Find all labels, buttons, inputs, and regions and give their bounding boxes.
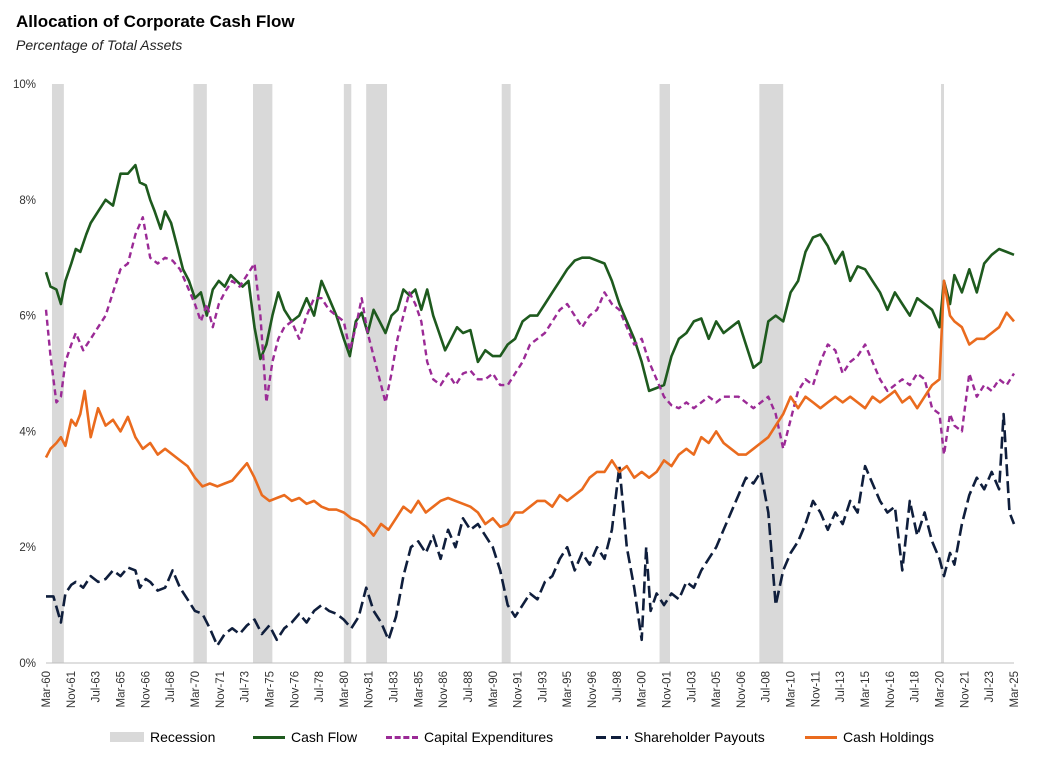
- recession-band-4: [366, 84, 388, 663]
- y-tick-label: 2%: [19, 542, 36, 554]
- x-tick-label: Nov-91: [513, 671, 525, 708]
- x-tick-label: Jul-73: [240, 671, 252, 702]
- x-tick-label: Nov-81: [364, 671, 376, 708]
- legend-item-shareholder-payouts: Shareholder Payouts: [596, 726, 765, 748]
- x-tick-label: Jul-18: [910, 671, 922, 702]
- series-line-shareholder-payouts: [46, 412, 1016, 647]
- legend-item-cash-flow: Cash Flow: [253, 726, 357, 748]
- x-tick-label: Mar-10: [786, 671, 798, 707]
- series-line-cash-holdings: [44, 279, 1015, 537]
- x-tick-label: Mar-75: [264, 671, 276, 707]
- x-tick-label: Mar-25: [1009, 671, 1021, 707]
- x-tick-label: Jul-08: [761, 671, 773, 702]
- x-tick-label: Nov-66: [140, 671, 152, 708]
- x-tick-label: Jul-68: [165, 671, 177, 702]
- y-tick-label: 10%: [13, 79, 36, 91]
- y-tick-label: 6%: [19, 311, 36, 323]
- legend-label-capital-expenditures: Capital Expenditures: [424, 729, 554, 745]
- legend-swatch-recession: [110, 732, 144, 742]
- recession-band-0: [51, 84, 64, 663]
- recession-band-6: [659, 84, 670, 663]
- x-tick-label: Nov-16: [885, 671, 897, 708]
- recession-band-5: [501, 84, 511, 663]
- legend-swatch-capital-expenditures: [386, 735, 418, 739]
- y-tick-label: 4%: [19, 426, 36, 438]
- legend-label-cash-flow: Cash Flow: [291, 729, 358, 745]
- x-tick-label: Jul-98: [612, 671, 624, 702]
- x-tick-label: Nov-21: [959, 671, 971, 708]
- recession-band-7: [759, 84, 784, 663]
- chart-title: Allocation of Corporate Cash Flow: [16, 12, 295, 31]
- x-tick-label: Nov-01: [662, 671, 674, 708]
- x-tick-label: Jul-83: [388, 671, 400, 702]
- series-line-cash-flow: [44, 163, 1015, 393]
- series-line-capital-expenditures: [44, 216, 1016, 456]
- x-tick-label: Mar-90: [488, 671, 500, 707]
- recession-band-8: [941, 84, 945, 663]
- x-tick-label: Nov-11: [810, 671, 822, 707]
- x-tick-label: Nov-71: [215, 671, 227, 708]
- legend: Recession Cash Flow Capital Expenditures…: [0, 726, 1044, 748]
- x-tick-label: Mar-65: [115, 671, 127, 707]
- legend-swatch-cash-holdings: [805, 735, 837, 739]
- x-tick-label: Mar-80: [339, 671, 351, 707]
- y-tick-label: 0%: [19, 658, 36, 670]
- x-tick-label: Jul-93: [537, 671, 549, 702]
- x-tick-label: Mar-95: [562, 671, 574, 707]
- legend-item-capital-expenditures: Capital Expenditures: [386, 726, 553, 748]
- x-tick-label: Jul-78: [314, 671, 326, 702]
- legend-swatch-shareholder-payouts: [596, 735, 628, 739]
- x-tick-label: Nov-61: [66, 671, 78, 708]
- recession-band-3: [343, 84, 352, 663]
- recession-band-2: [253, 84, 273, 663]
- x-tick-label: Nov-86: [438, 671, 450, 708]
- chart-subtitle: Percentage of Total Assets: [16, 37, 183, 53]
- recession-band-1: [193, 84, 207, 663]
- x-tick-label: Mar-85: [413, 671, 425, 707]
- y-tick-label: 8%: [19, 195, 36, 207]
- legend-item-cash-holdings: Cash Holdings: [805, 726, 934, 748]
- x-tick-label: Jul-13: [835, 671, 847, 702]
- x-tick-label: Jul-03: [686, 671, 698, 702]
- x-tick-label: Nov-76: [289, 671, 301, 708]
- legend-item-recession: Recession: [110, 726, 215, 748]
- x-tick-label: Jul-88: [463, 671, 475, 702]
- x-tick-label: Mar-20: [935, 671, 947, 707]
- legend-swatch-cash-flow: [253, 735, 285, 739]
- x-tick-label: Nov-96: [587, 671, 599, 708]
- legend-label-cash-holdings: Cash Holdings: [843, 729, 935, 745]
- x-tick-label: Jul-23: [984, 671, 996, 702]
- x-tick-label: Nov-06: [736, 671, 748, 708]
- legend-label-recession: Recession: [150, 729, 216, 745]
- x-tick-label: Mar-60: [41, 671, 53, 707]
- x-tick-label: Mar-05: [711, 671, 723, 707]
- x-tick-label: Mar-70: [190, 671, 202, 707]
- legend-label-shareholder-payouts: Shareholder Payouts: [634, 729, 765, 745]
- x-tick-label: Jul-63: [91, 671, 103, 702]
- x-tick-label: Mar-15: [860, 671, 872, 707]
- x-tick-label: Mar-00: [637, 671, 649, 707]
